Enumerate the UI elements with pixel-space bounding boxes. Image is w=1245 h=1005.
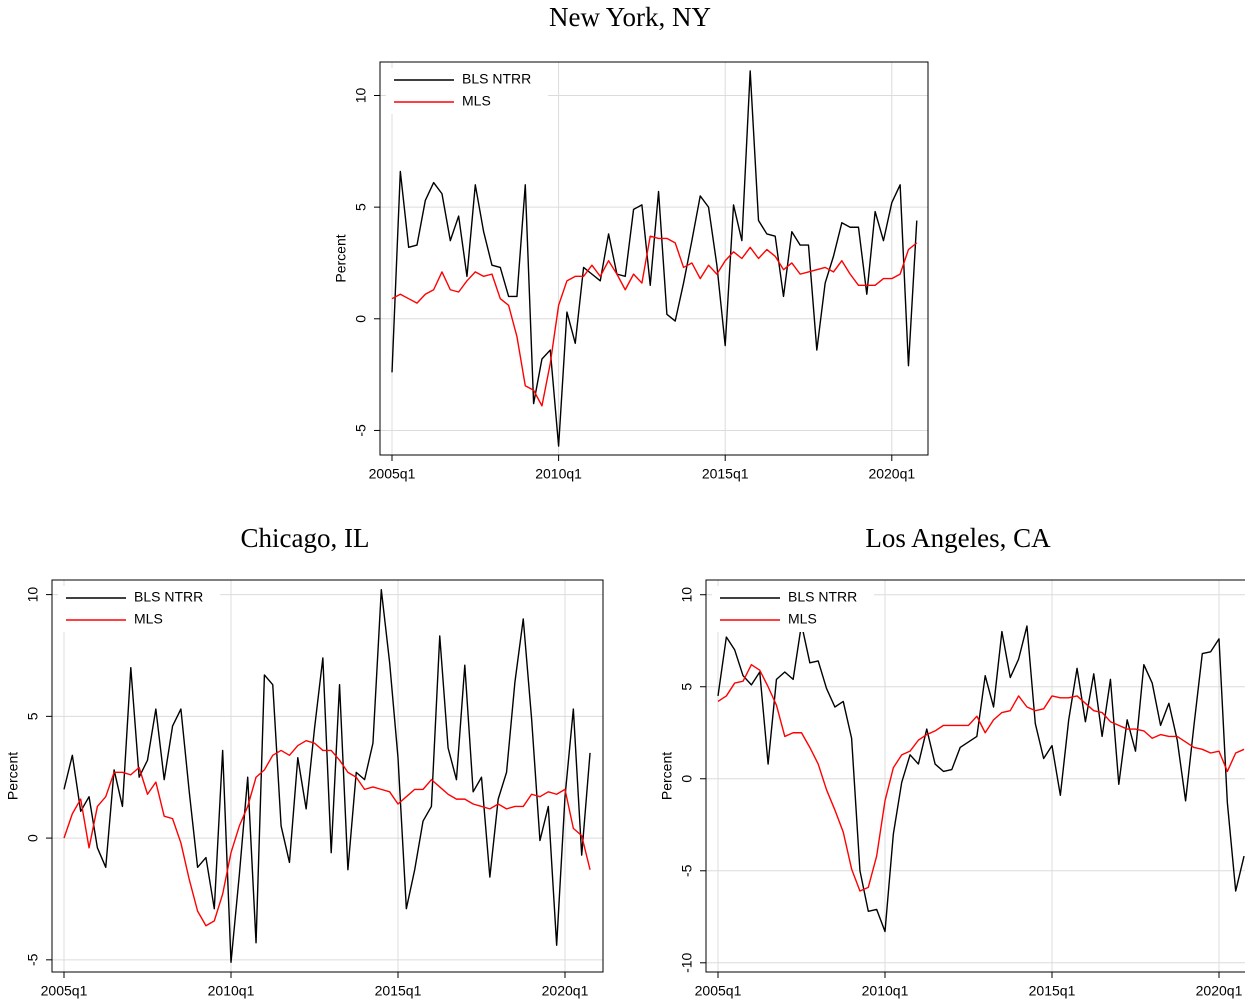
series-line <box>63 740 591 927</box>
series-line <box>63 589 591 963</box>
x-tick-label: 2020q1 <box>1196 983 1243 999</box>
x-tick-label: 2005q1 <box>695 983 742 999</box>
x-tick-label: 2010q1 <box>208 983 255 999</box>
y-tick-label: -5 <box>679 864 695 877</box>
legend: BLS NTRR MLS <box>712 586 874 632</box>
y-tick-label: 0 <box>353 315 369 323</box>
legend-box <box>712 586 874 632</box>
y-tick-label: 10 <box>25 587 41 603</box>
plot: Los Angeles, CA -10 -5 0 5 10 2005q1 2010q1 2015… <box>659 523 1245 999</box>
x-tick-label: 2005q1 <box>369 466 416 482</box>
legend-label: MLS <box>788 611 817 627</box>
x-tick-label: 2020q1 <box>868 466 915 482</box>
y-tick-label: 5 <box>353 203 369 211</box>
y-tick-label: 0 <box>679 775 695 783</box>
legend-label: BLS NTRR <box>462 71 531 87</box>
chart-title: Chicago, IL <box>241 523 370 553</box>
y-tick-label: -5 <box>353 424 369 437</box>
y-tick-label: 0 <box>25 834 41 842</box>
plot-frame <box>51 579 604 973</box>
plot: Chicago, IL -5 0 5 10 2005q1 2010q1 2015q1 2020q… <box>5 523 604 999</box>
x-tick-label: 2010q1 <box>535 466 582 482</box>
y-tick-label: 10 <box>353 87 369 103</box>
plot-frame <box>379 61 929 456</box>
y-axis-label: Percent <box>659 752 675 800</box>
x-tick-label: 2015q1 <box>1029 983 1076 999</box>
x-tick-label: 2010q1 <box>862 983 909 999</box>
legend: BLS NTRR MLS <box>58 586 220 632</box>
y-tick-label: 5 <box>25 712 41 720</box>
chart-title: New York, NY <box>549 2 711 32</box>
x-tick-label: 2005q1 <box>41 983 88 999</box>
y-tick-label: 10 <box>679 587 695 603</box>
plot-frame <box>705 579 1245 973</box>
series-line <box>717 623 1245 933</box>
x-tick-label: 2020q1 <box>542 983 589 999</box>
plot-area <box>706 580 1245 972</box>
legend-box <box>386 68 548 114</box>
legend-label: BLS NTRR <box>788 589 857 605</box>
y-tick-label: 5 <box>679 683 695 691</box>
y-tick-label: -10 <box>679 952 695 972</box>
legend-label: MLS <box>462 93 491 109</box>
y-axis-label: Percent <box>5 752 21 800</box>
legend-label: MLS <box>134 611 163 627</box>
y-tick-label: -5 <box>25 953 41 966</box>
y-axis-label: Percent <box>333 234 349 282</box>
x-tick-label: 2015q1 <box>702 466 749 482</box>
legend-box <box>58 586 220 632</box>
chart-title: Los Angeles, CA <box>865 523 1051 553</box>
x-tick-label: 2015q1 <box>375 983 422 999</box>
series-line <box>717 663 1245 892</box>
plot-area <box>380 62 928 455</box>
legend-label: BLS NTRR <box>134 589 203 605</box>
legend: BLS NTRR MLS <box>386 68 548 114</box>
plot: New York, NY -5 0 5 10 2005q1 2010q1 2015q1 2020… <box>333 2 929 482</box>
series-line <box>391 235 918 407</box>
